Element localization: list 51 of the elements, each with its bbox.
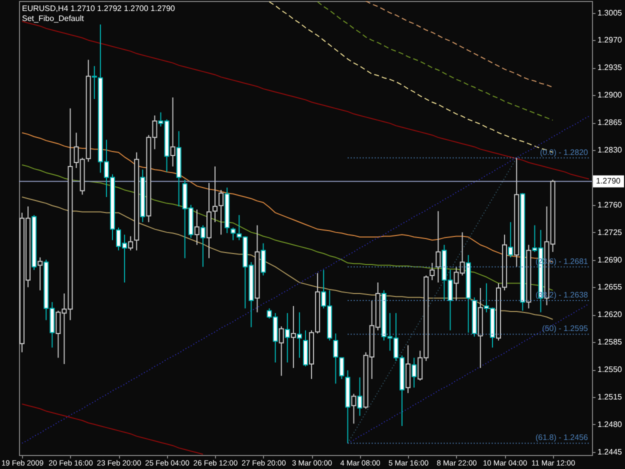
candlestick [357,376,362,416]
candlestick [290,306,296,368]
candlestick [128,236,134,251]
candlestick [284,312,290,363]
line-series [365,1,554,88]
series-label: (50) - 1.2595 [542,324,589,334]
candlestick [333,332,338,384]
candlestick [339,357,344,380]
y-tick-label: 1.2725 [598,228,623,237]
y-tick-label: 1.2480 [598,420,623,429]
candlestick [194,209,200,246]
y-tick-label: 1.2830 [598,145,623,154]
candlestick [170,96,176,167]
y-tick-label: 1.2935 [598,63,623,72]
y-tick-label: 1.2515 [598,392,623,402]
line-series [22,404,204,455]
y-tick-label: 1.2970 [598,36,623,45]
ref-line-label: 1.2790 [596,176,622,186]
candlestick [406,344,411,394]
y-tick-label: 1.2690 [598,255,623,264]
candlestick [38,256,43,291]
y-tick-label: 1.2655 [598,282,623,292]
y-tick-label: 1.2620 [598,310,623,320]
y-tick-label: 1.2865 [598,118,623,128]
candlestick [278,326,284,376]
text: Set_Fibo_Default [22,14,85,23]
candlestick [351,393,356,424]
line-series [347,303,590,444]
candlestick [412,357,417,388]
line-series [317,1,554,121]
candlestick [218,189,224,236]
series-label: (0.0) - 1.2820 [540,148,589,157]
y-tick-label: 1.2760 [598,200,623,210]
y-tick-label: 1.2550 [598,365,623,374]
candlestick [92,66,97,100]
y-tick-label: 1.2900 [598,90,623,100]
candlestick [430,262,435,281]
candlestick [260,242,266,276]
candlestick [508,222,514,258]
line-series [22,116,590,444]
candlestick [296,312,302,358]
candlestick [230,227,236,241]
candlestick [436,210,441,283]
candlestick [212,166,218,223]
y-tick-label: 1.2585 [598,338,623,347]
y-tick-label: 1.3005 [598,8,623,18]
line-series [347,157,518,444]
candlestick [200,224,206,268]
series-label: (61.8) - 1.2456 [536,433,589,442]
chart-title: EURUSD,H4 1.2710 1.2792 1.2700 1.2790 [22,4,176,13]
y-tick-label: 1.2445 [598,447,623,456]
